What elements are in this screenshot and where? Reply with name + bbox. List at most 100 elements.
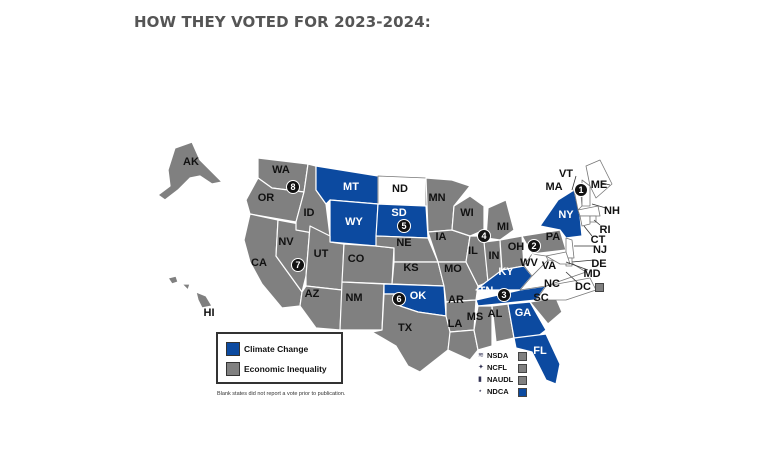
state-label-wv: WV <box>520 257 538 269</box>
state-ct <box>579 215 591 227</box>
state-ny <box>539 189 583 239</box>
state-label-de: DE <box>591 258 606 270</box>
state-label-ne: NE <box>396 237 411 249</box>
state-wv <box>523 253 549 277</box>
state-label-ia: IA <box>436 231 447 243</box>
org-name: NSDA <box>487 351 509 360</box>
state-label-tx: TX <box>398 322 413 334</box>
state-nc <box>535 277 597 301</box>
legend-swatch-economic <box>226 362 240 376</box>
state-ak <box>157 141 223 201</box>
org-row: ▮ NAUDL <box>478 374 530 386</box>
leader-line <box>571 175 577 191</box>
region-marker-7: 7 <box>291 258 305 272</box>
state-label-sd: SD <box>391 207 406 219</box>
naudl-logo-icon: ▮ <box>478 376 482 383</box>
legend-label: Climate Change <box>244 344 309 354</box>
state-label-nh: NH <box>604 205 620 217</box>
state-label-ak: AK <box>183 156 199 168</box>
org-swatch <box>518 388 527 397</box>
org-row: ⋆ NDCA <box>478 386 530 398</box>
leader-line <box>571 259 595 263</box>
state-label-mi: MI <box>497 221 509 233</box>
state-label-ny: NY <box>558 209 574 221</box>
state-label-mn: MN <box>428 192 445 204</box>
org-name: NAUDL <box>487 375 514 384</box>
region-marker-2: 2 <box>527 239 541 253</box>
legend-footnote: Blank states did not report a vote prior… <box>217 391 346 397</box>
leader-line <box>583 225 593 237</box>
state-label-al: AL <box>488 308 503 320</box>
legend-item-economic: Economic Inequality <box>226 362 327 376</box>
state-label-ga: GA <box>515 307 532 319</box>
state-la <box>447 329 479 361</box>
org-name: NCFL <box>487 363 507 372</box>
state-label-nv: NV <box>278 236 294 248</box>
state-label-ms: MS <box>467 311 484 323</box>
state-label-md: MD <box>583 268 600 280</box>
state-label-oh: OH <box>508 241 525 253</box>
state-label-me: ME <box>591 179 608 191</box>
state-label-ca: CA <box>251 257 267 269</box>
svg-text:6: 6 <box>396 294 401 304</box>
state-label-fl: FL <box>533 345 547 357</box>
state-ms <box>473 305 493 351</box>
legend-label: Economic Inequality <box>244 364 327 374</box>
state-label-ar: AR <box>448 294 464 306</box>
state-label-wi: WI <box>460 207 473 219</box>
svg-text:8: 8 <box>290 182 295 192</box>
state-label-ri: RI <box>600 224 611 236</box>
leader-line <box>601 182 611 186</box>
ncfl-logo-icon: ✦ <box>478 364 484 371</box>
state-label-az: AZ <box>305 288 320 300</box>
state-label-mo: MO <box>444 263 462 275</box>
ndca-logo-icon: ⋆ <box>478 388 483 395</box>
state-label-tn: TN <box>479 285 494 297</box>
org-row: ≋ NSDA <box>478 350 530 362</box>
leader-line <box>593 219 601 226</box>
state-label-id: ID <box>304 207 315 219</box>
state-me <box>585 159 613 199</box>
state-label-mt: MT <box>343 181 359 193</box>
organization-legend: ≋ NSDA ✦ NCFL ▮ NAUDL ⋆ NDCA <box>478 350 530 398</box>
state-nj <box>565 237 575 259</box>
page-title: HOW THEY VOTED FOR 2023-2024: <box>134 13 431 31</box>
state-label-ok: OK <box>410 290 427 302</box>
state-label-dc: DC <box>575 281 591 293</box>
state-md <box>545 251 571 265</box>
region-marker-5: 5 <box>397 219 411 233</box>
state-label-vt: VT <box>559 168 573 180</box>
state-label-pa: PA <box>546 231 561 243</box>
org-name: NDCA <box>487 387 509 396</box>
svg-text:3: 3 <box>501 290 506 300</box>
org-swatch <box>518 364 527 373</box>
svg-text:5: 5 <box>401 221 406 231</box>
state-label-ut: UT <box>314 248 329 260</box>
org-row: ✦ NCFL <box>478 362 530 374</box>
state-label-il: IL <box>468 245 478 257</box>
leader-line <box>565 271 579 284</box>
state-label-ks: KS <box>403 262 418 274</box>
state-label-wy: WY <box>345 216 363 228</box>
svg-text:2: 2 <box>531 241 536 251</box>
org-swatch <box>518 352 527 361</box>
state-co <box>341 243 395 285</box>
state-hi <box>167 275 213 309</box>
state-ma <box>577 205 601 217</box>
state-label-nc: NC <box>544 278 560 290</box>
dc-swatch <box>595 283 604 292</box>
state-label-ct: CT <box>591 234 606 246</box>
state-label-nj: NJ <box>593 244 607 256</box>
state-label-hi: HI <box>204 307 215 319</box>
state-label-wa: WA <box>272 164 290 176</box>
state-label-ky: KY <box>498 266 514 278</box>
state-label-la: LA <box>448 318 463 330</box>
nsda-logo-icon: ≋ <box>478 352 484 359</box>
state-label-co: CO <box>348 253 365 265</box>
legend-item-climate: Climate Change <box>226 342 308 356</box>
state-nm <box>339 281 385 331</box>
svg-text:4: 4 <box>481 231 486 241</box>
svg-text:1: 1 <box>578 185 583 195</box>
